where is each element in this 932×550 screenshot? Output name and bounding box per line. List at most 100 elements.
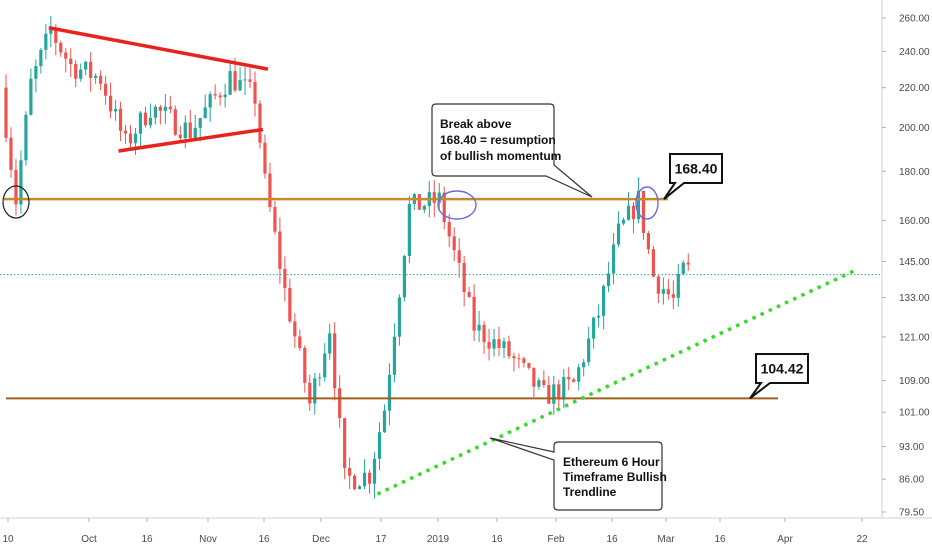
candle-body	[661, 289, 665, 294]
candle-body	[432, 192, 436, 203]
y-tick-label: 121.00	[899, 332, 930, 343]
candle-body	[357, 486, 362, 490]
candle-body	[641, 190, 646, 234]
candle-body	[218, 95, 222, 98]
candle-body	[377, 432, 382, 459]
candle-body	[104, 83, 108, 96]
candle-body	[138, 112, 143, 134]
candle-body	[123, 130, 128, 134]
candle-body	[522, 358, 526, 363]
candle-body	[69, 58, 73, 65]
level-label-104-box	[749, 353, 809, 400]
candle-body	[621, 219, 626, 224]
candle-body	[223, 94, 227, 98]
candle-body	[318, 377, 322, 379]
candle-body	[676, 273, 680, 298]
y-tick-label: 145.00	[899, 257, 930, 268]
candle-body	[24, 114, 28, 161]
candle-body	[283, 268, 287, 288]
candle-body	[532, 367, 536, 387]
low-marker-ellipse	[2, 185, 30, 219]
candle-body	[348, 467, 352, 476]
candle-body	[163, 106, 167, 111]
candle-body	[173, 109, 177, 135]
candle-body	[542, 380, 546, 385]
callout-break-box	[431, 103, 593, 198]
candle-body	[49, 29, 53, 34]
level-label-104-text: 104.42	[761, 361, 804, 377]
candle-body	[113, 108, 118, 112]
x-tick-label: Nov	[199, 534, 217, 545]
candle-body	[616, 223, 621, 245]
candle-body	[248, 79, 252, 82]
candle-body	[567, 376, 571, 380]
candle-body	[651, 249, 655, 277]
triangle-lower-line	[118, 127, 264, 153]
candle-body	[592, 317, 596, 339]
candle-body	[118, 108, 123, 131]
candle-body	[44, 33, 48, 50]
candle-body	[208, 94, 212, 108]
candle-body	[572, 379, 576, 382]
x-tick-label: Feb	[547, 534, 565, 545]
candle-body	[686, 262, 690, 265]
candle-body	[89, 61, 93, 78]
candle-body	[422, 205, 426, 210]
candle-body	[452, 236, 456, 251]
candle-body	[397, 297, 402, 337]
candle-body	[502, 341, 506, 348]
candle-body	[557, 384, 561, 400]
candle-body	[238, 80, 242, 91]
y-tick-label: 109.00	[899, 376, 930, 387]
candle-body	[353, 475, 357, 490]
candle-body	[656, 276, 660, 294]
candle-body	[512, 356, 516, 359]
x-tick-label: Mar	[657, 534, 675, 545]
y-tick-label: 260.00	[899, 14, 930, 25]
y-tick-label: 79.50	[899, 508, 924, 519]
candle-body	[34, 66, 38, 79]
candle-body	[472, 296, 476, 331]
y-tick-label: 101.00	[899, 408, 930, 419]
candle-body	[328, 333, 332, 354]
candle-body	[671, 294, 675, 298]
x-tick-label: 16	[714, 534, 726, 545]
candle-body	[108, 95, 113, 112]
candle-body	[646, 233, 651, 250]
candle-body	[99, 75, 103, 84]
candle-body	[74, 64, 78, 79]
candle-body	[188, 122, 192, 139]
candle-body	[392, 336, 397, 375]
candle-body	[268, 173, 272, 208]
y-tick-label: 86.00	[899, 475, 924, 486]
y-tick-label: 160.00	[899, 216, 930, 227]
candle-body	[338, 388, 342, 419]
candle-body	[587, 338, 591, 363]
x-tick-label: 22	[856, 534, 868, 545]
candle-body	[387, 374, 392, 411]
candle-body	[611, 244, 616, 274]
candle-body	[288, 287, 292, 322]
candle-body	[362, 472, 367, 487]
candle-body	[263, 142, 267, 174]
candle-body	[442, 192, 446, 222]
x-tick-label: 16	[141, 534, 153, 545]
candle-body	[153, 106, 157, 118]
candle-body	[178, 134, 182, 139]
x-tick-label: 16	[491, 534, 503, 545]
candle-body	[636, 190, 641, 220]
candle-body	[562, 376, 566, 400]
y-tick-label: 240.00	[899, 47, 930, 58]
candle-body	[626, 205, 631, 220]
candle-body	[602, 285, 606, 316]
candle-body	[243, 79, 247, 81]
candle-body	[213, 94, 217, 96]
candle-body	[343, 418, 347, 468]
candle-body	[143, 112, 148, 126]
candle-body	[537, 380, 541, 387]
candle-body	[39, 49, 43, 67]
candle-body	[333, 333, 337, 389]
candle-body	[407, 203, 411, 257]
x-tick-label: Oct	[81, 534, 97, 545]
candle-body	[308, 382, 312, 404]
